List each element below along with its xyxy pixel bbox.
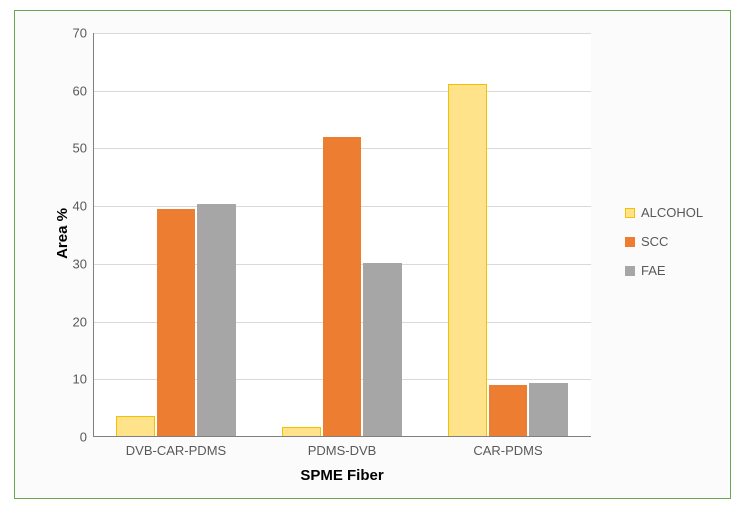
chart-frame: 0 10 20 30 40 50 60 70 DVB-CAR-PDMS PDMS-DVB CAR-P… bbox=[14, 10, 731, 499]
y-axis-title: Area % bbox=[54, 208, 71, 259]
y-axis-line bbox=[93, 33, 94, 437]
bar-scc bbox=[157, 209, 196, 437]
legend-item-fae: FAE bbox=[625, 263, 703, 278]
x-tick-label: CAR-PDMS bbox=[473, 437, 542, 458]
legend-swatch bbox=[625, 208, 635, 218]
gridline bbox=[93, 33, 591, 34]
bar-scc bbox=[323, 137, 362, 437]
x-tick-label: PDMS-DVB bbox=[308, 437, 377, 458]
legend-label: ALCOHOL bbox=[641, 205, 703, 220]
y-tick-label: 0 bbox=[80, 430, 93, 445]
bar-alcohol bbox=[448, 84, 487, 437]
bar-scc bbox=[489, 385, 528, 437]
legend-item-scc: SCC bbox=[625, 234, 703, 249]
x-axis-title: SPME Fiber bbox=[300, 467, 383, 484]
legend-label: FAE bbox=[641, 263, 666, 278]
legend-swatch bbox=[625, 266, 635, 276]
bar-fae bbox=[363, 263, 402, 437]
legend-label: SCC bbox=[641, 234, 668, 249]
y-tick-label: 50 bbox=[73, 141, 93, 156]
x-tick-label: DVB-CAR-PDMS bbox=[126, 437, 226, 458]
legend: ALCOHOL SCC FAE bbox=[625, 191, 703, 292]
plot-area: 010203040506070DVB-CAR-PDMSPDMS-DVBCAR-P… bbox=[93, 33, 591, 437]
y-tick-label: 70 bbox=[73, 26, 93, 41]
legend-item-alcohol: ALCOHOL bbox=[625, 205, 703, 220]
x-axis-line bbox=[93, 436, 591, 437]
bar-fae bbox=[529, 383, 568, 437]
legend-swatch bbox=[625, 237, 635, 247]
bar-fae bbox=[197, 204, 236, 437]
y-tick-label: 60 bbox=[73, 83, 93, 98]
bar-alcohol bbox=[116, 416, 155, 437]
y-tick-label: 30 bbox=[73, 256, 93, 271]
gridline bbox=[93, 91, 591, 92]
y-tick-label: 10 bbox=[73, 372, 93, 387]
y-tick-label: 40 bbox=[73, 199, 93, 214]
y-tick-label: 20 bbox=[73, 314, 93, 329]
